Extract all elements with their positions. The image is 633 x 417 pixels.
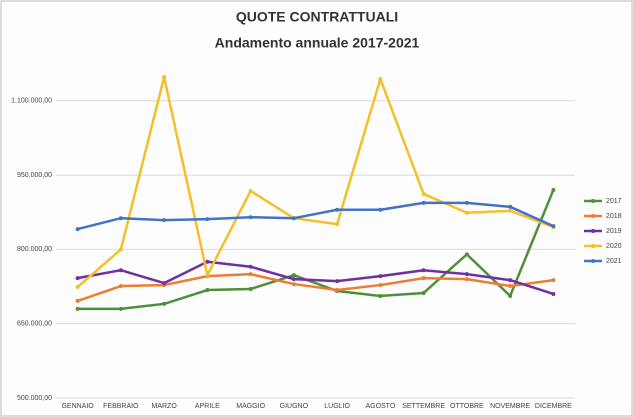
data-point: [551, 291, 556, 296]
data-point: [464, 272, 469, 277]
data-point: [378, 293, 383, 298]
legend-label: 2020: [606, 243, 622, 250]
x-tick-label: AGOSTO: [365, 403, 395, 410]
data-point: [464, 210, 469, 215]
data-point: [291, 282, 296, 287]
data-point: [162, 301, 167, 306]
data-point: [118, 268, 123, 273]
data-point: [335, 207, 340, 212]
data-point: [378, 283, 383, 288]
data-point: [75, 227, 80, 232]
legend-label: 2017: [606, 198, 622, 205]
data-point: [75, 285, 80, 290]
data-point: [508, 284, 513, 289]
legend-label: 2019: [606, 228, 622, 235]
data-point: [378, 77, 383, 82]
data-point: [551, 278, 556, 283]
x-tick-label: MAGGIO: [236, 403, 265, 410]
data-point: [205, 288, 210, 293]
data-point: [248, 264, 253, 269]
data-point: [291, 277, 296, 282]
chart-title: QUOTE CONTRATTUALI: [236, 9, 398, 25]
series-line: [76, 75, 554, 288]
y-tick-label: 800.000,00: [17, 246, 52, 253]
data-point: [205, 217, 210, 222]
legend-marker: [591, 244, 595, 248]
x-tick-label: DICEMBRE: [535, 403, 572, 410]
data-point: [421, 290, 426, 295]
data-point: [335, 288, 340, 293]
data-point: [248, 188, 253, 193]
series-line: [77, 201, 554, 231]
y-tick-label: 650.000,00: [17, 321, 52, 328]
x-tick-label: SETTEMBRE: [402, 403, 445, 410]
y-tick-label: 950.000,00: [17, 172, 52, 179]
legend-marker: [591, 229, 595, 233]
data-point: [421, 200, 426, 205]
series-line: [77, 272, 554, 303]
data-point: [291, 273, 296, 278]
data-point: [118, 306, 123, 311]
data-point: [75, 276, 80, 281]
data-point: [162, 75, 167, 80]
data-point: [335, 222, 340, 227]
data-point: [118, 247, 123, 252]
data-point: [421, 268, 426, 273]
data-point: [551, 187, 556, 192]
data-point: [248, 272, 253, 277]
data-point: [421, 276, 426, 281]
y-tick-label: 1.100.000,00: [11, 98, 52, 105]
x-tick-label: OTTOBRE: [450, 403, 484, 410]
x-tick-label: LUGLIO: [324, 403, 350, 410]
data-point: [205, 273, 210, 278]
data-point: [464, 252, 469, 257]
data-point: [162, 281, 167, 286]
chart-subtitle: Andamento annuale 2017-2021: [215, 35, 420, 51]
data-point: [378, 274, 383, 279]
data-point: [248, 215, 253, 220]
data-point: [508, 204, 513, 209]
data-point: [248, 287, 253, 292]
series-line: [77, 189, 555, 311]
x-tick-label: MARZO: [151, 403, 177, 410]
legend-label: 2018: [606, 213, 622, 220]
y-tick-label: 500.000,00: [17, 395, 52, 402]
legend-marker: [591, 259, 595, 263]
data-point: [551, 224, 556, 229]
data-point: [464, 200, 469, 205]
x-tick-label: FEBBRAIO: [103, 403, 139, 410]
data-point: [335, 279, 340, 284]
data-point: [508, 293, 513, 298]
legend-marker: [591, 214, 595, 218]
legend-label: 2021: [606, 258, 622, 265]
data-point: [118, 284, 123, 289]
x-tick-label: GIUGNO: [280, 403, 309, 410]
data-point: [75, 306, 80, 311]
series-line: [77, 260, 554, 296]
data-point: [378, 207, 383, 212]
x-tick-label: GENNAIO: [61, 403, 94, 410]
data-point: [291, 216, 296, 221]
data-point: [118, 216, 123, 221]
data-point: [508, 208, 513, 213]
x-tick-label: APRILE: [195, 403, 220, 410]
data-point: [508, 278, 513, 283]
data-point: [421, 191, 426, 196]
data-point: [75, 298, 80, 303]
data-point: [464, 277, 469, 282]
data-point: [162, 218, 167, 223]
x-tick-label: NOVEMBRE: [490, 403, 530, 410]
legend-marker: [591, 199, 595, 203]
data-point: [205, 259, 210, 264]
